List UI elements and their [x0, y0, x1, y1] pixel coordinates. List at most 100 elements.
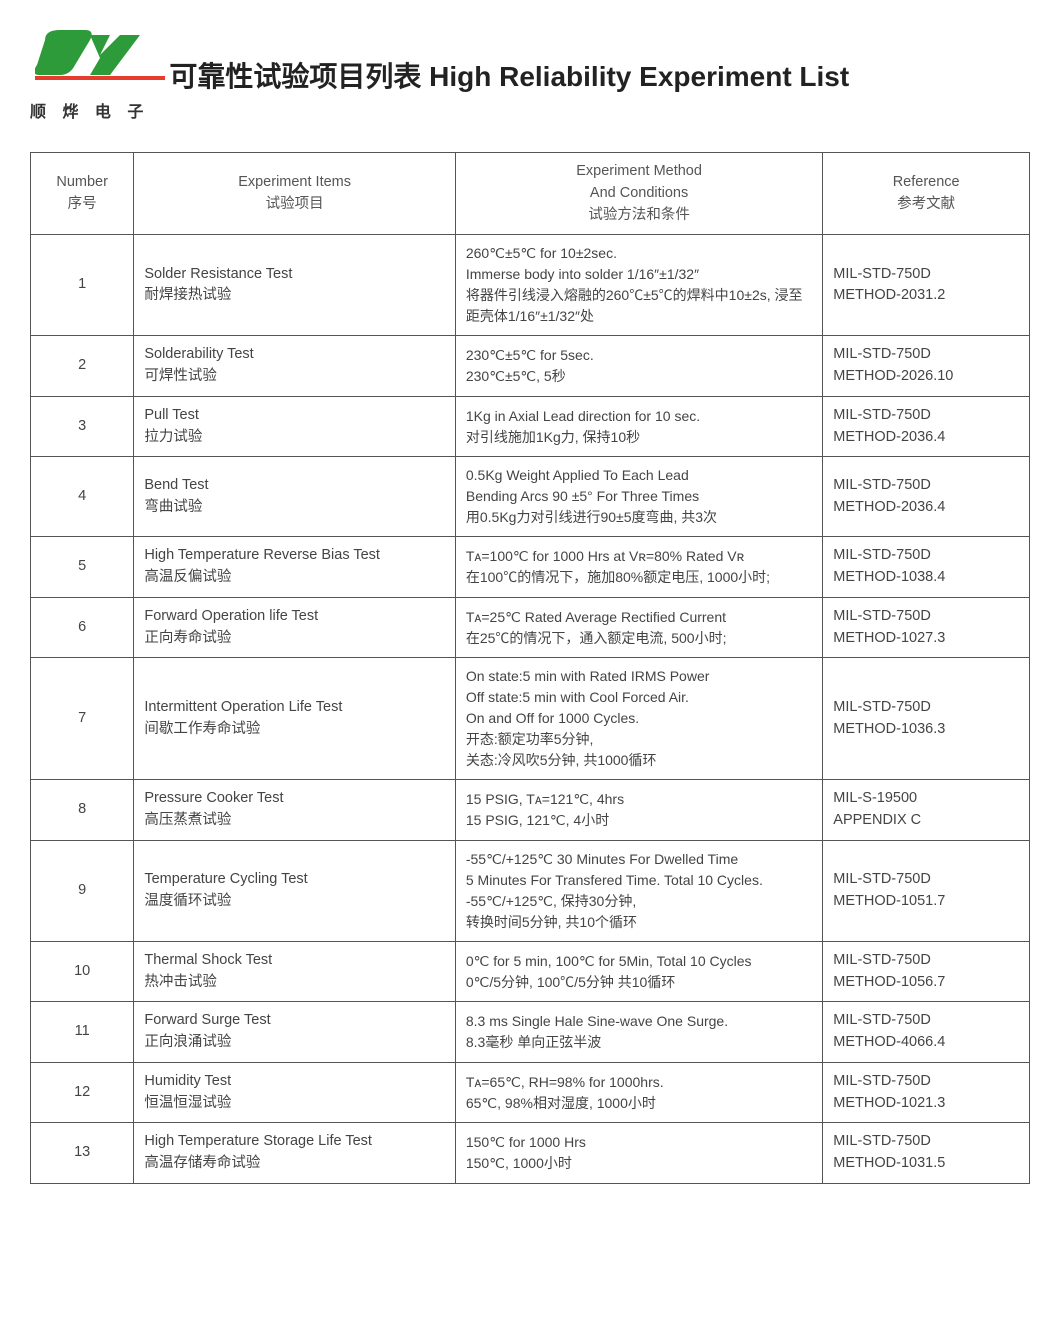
- logo-sy-icon: [35, 20, 145, 90]
- th-number-en: Number: [56, 174, 108, 190]
- cell-item: Temperature Cycling Test 温度循环试验: [134, 840, 456, 941]
- cell-number: 7: [31, 658, 134, 780]
- page-header: 顺 烨 电 子 可靠性试验项目列表 High Reliability Exper…: [30, 20, 1030, 122]
- item-cn: 高温反偏试验: [144, 569, 231, 585]
- cell-method: On state:5 min with Rated IRMS Power Off…: [455, 658, 822, 780]
- experiment-table: Number 序号 Experiment Items 试验项目 Experime…: [30, 152, 1030, 1184]
- cell-number: 2: [31, 336, 134, 397]
- cell-number: 11: [31, 1002, 134, 1063]
- th-items-en: Experiment Items: [238, 174, 351, 190]
- cell-ref: MIL-STD-750D METHOD-1056.7: [823, 941, 1030, 1002]
- th-ref: Reference 参考文献: [823, 153, 1030, 235]
- item-en: Intermittent Operation Life Test: [144, 699, 342, 715]
- item-cn: 高压蒸煮试验: [144, 812, 231, 828]
- item-cn: 正向寿命试验: [144, 630, 231, 646]
- cell-method: 15 PSIG, Tᴀ=121℃, 4hrs 15 PSIG, 121℃, 4小…: [455, 780, 822, 841]
- cell-item: Solderability Test 可焊性试验: [134, 336, 456, 397]
- item-cn: 恒温恒湿试验: [144, 1095, 231, 1111]
- cell-ref: MIL-STD-750D METHOD-2036.4: [823, 457, 1030, 537]
- item-en: Thermal Shock Test: [144, 952, 272, 968]
- table-row: 5 High Temperature Reverse Bias Test 高温反偏试…: [31, 537, 1030, 598]
- cell-item: Thermal Shock Test 热冲击试验: [134, 941, 456, 1002]
- item-cn: 正向浪涌试验: [144, 1034, 231, 1050]
- cell-number: 5: [31, 537, 134, 598]
- cell-item: Humidity Test 恒温恒湿试验: [134, 1062, 456, 1123]
- item-en: High Temperature Reverse Bias Test: [144, 547, 380, 563]
- cell-ref: MIL-STD-750D METHOD-2031.2: [823, 235, 1030, 336]
- table-row: 2Solderability Test可焊性试验230℃±5℃ for 5sec…: [31, 336, 1030, 397]
- table-row: 12 Humidity Test 恒温恒湿试验 Tᴀ=65℃, RH=98% for …: [31, 1062, 1030, 1123]
- logo-brand-text: 顺 烨 电 子: [30, 98, 149, 122]
- page-title: 可靠性试验项目列表 High Reliability Experiment Li…: [169, 20, 1030, 95]
- logo-underline: [35, 76, 165, 80]
- cell-ref: MIL-STD-750D METHOD-1021.3: [823, 1062, 1030, 1123]
- cell-ref: MIL-STD-750D METHOD-2026.10: [823, 336, 1030, 397]
- cell-item: Forward Operation life Test 正向寿命试验: [134, 597, 456, 658]
- th-number: Number 序号: [31, 153, 134, 235]
- cell-ref: MIL-STD-750D METHOD-1051.7: [823, 840, 1030, 941]
- cell-item: Intermittent Operation Life Test 间歇工作寿命试验: [134, 658, 456, 780]
- th-items-cn: 试验项目: [266, 196, 324, 212]
- th-method-en2: And Conditions: [590, 185, 688, 201]
- item-cn: 可焊性试验: [144, 368, 217, 384]
- cell-number: 4: [31, 457, 134, 537]
- cell-number: 8: [31, 780, 134, 841]
- item-cn: 弯曲试验: [144, 499, 202, 515]
- cell-item: Pressure Cooker Test 高压蒸煮试验: [134, 780, 456, 841]
- cell-item: High Temperature Storage Life Test高温存储寿命…: [134, 1123, 456, 1184]
- cell-ref: MIL-STD-750D METHOD-1038.4: [823, 537, 1030, 598]
- th-method-cn: 试验方法和条件: [588, 207, 690, 223]
- item-cn: 温度循环试验: [144, 893, 231, 909]
- item-cn: 热冲击试验: [144, 974, 217, 990]
- th-ref-en: Reference: [893, 174, 960, 190]
- table-row: 10 Thermal Shock Test 热冲击试验 0℃ for 5 min, 1…: [31, 941, 1030, 1002]
- cell-item: High Temperature Reverse Bias Test 高温反偏试验: [134, 537, 456, 598]
- cell-ref: MIL-STD-750D METHOD-2036.4: [823, 396, 1030, 457]
- cell-method: 150℃ for 1000 Hrs 150℃, 1000小时: [455, 1123, 822, 1184]
- cell-ref: MIL-STD-750D METHOD-4066.4: [823, 1002, 1030, 1063]
- cell-method: 1Kg in Axial Lead direction for 10 sec. …: [455, 396, 822, 457]
- cell-number: 13: [31, 1123, 134, 1184]
- cell-method: 260℃±5℃ for 10±2sec. Immerse body into s…: [455, 235, 822, 336]
- item-en: Pressure Cooker Test: [144, 790, 283, 806]
- cell-method: 8.3 ms Single Hale Sine-wave One Surge. …: [455, 1002, 822, 1063]
- th-ref-cn: 参考文献: [897, 196, 955, 212]
- item-cn: 高温存储寿命试验: [144, 1155, 260, 1171]
- item-en: Temperature Cycling Test: [144, 871, 307, 887]
- item-en: Solderability Test: [144, 346, 253, 362]
- cell-number: 6: [31, 597, 134, 658]
- item-en: Bend Test: [144, 477, 208, 493]
- item-en: Forward Operation life Test: [144, 608, 318, 624]
- item-cn: 间歇工作寿命试验: [144, 721, 260, 737]
- cell-number: 10: [31, 941, 134, 1002]
- th-method-en1: Experiment Method: [576, 163, 702, 179]
- table-row: 9 Temperature Cycling Test 温度循环试验 -55℃/+125…: [31, 840, 1030, 941]
- table-body: 1 Solder Resistance Test 耐焊接热试验 260℃±5℃ for…: [31, 235, 1030, 1184]
- cell-ref: MIL-STD-750D METHOD-1036.3: [823, 658, 1030, 780]
- item-en: Solder Resistance Test: [144, 266, 292, 282]
- cell-method: Tᴀ=65℃, RH=98% for 1000hrs. 65℃, 98%相对湿度…: [455, 1062, 822, 1123]
- table-row: 1 Solder Resistance Test 耐焊接热试验 260℃±5℃ for…: [31, 235, 1030, 336]
- th-number-cn: 序号: [68, 196, 97, 212]
- item-en: Humidity Test: [144, 1073, 231, 1089]
- item-en: Forward Surge Test: [144, 1012, 270, 1028]
- cell-method: -55℃/+125℃ 30 Minutes For Dwelled Time 5…: [455, 840, 822, 941]
- cell-ref: MIL-STD-750D METHOD-1027.3: [823, 597, 1030, 658]
- cell-item: Bend Test 弯曲试验: [134, 457, 456, 537]
- cell-number: 12: [31, 1062, 134, 1123]
- cell-number: 3: [31, 396, 134, 457]
- table-row: 6 Forward Operation life Test 正向寿命试验 Tᴀ=25℃…: [31, 597, 1030, 658]
- cell-number: 9: [31, 840, 134, 941]
- logo: 顺 烨 电 子: [30, 20, 149, 122]
- cell-method: Tᴀ=25℃ Rated Average Rectified Current 在…: [455, 597, 822, 658]
- cell-method: Tᴀ=100℃ for 1000 Hrs at Vʀ=80% Rated Vʀ …: [455, 537, 822, 598]
- item-cn: 拉力试验: [144, 429, 202, 445]
- cell-item: Pull Test拉力试验: [134, 396, 456, 457]
- cell-ref: MIL-S-19500 APPENDIX C: [823, 780, 1030, 841]
- table-row: 11 Forward Surge Test 正向浪涌试验 8.3 ms Single …: [31, 1002, 1030, 1063]
- th-items: Experiment Items 试验项目: [134, 153, 456, 235]
- table-row: 3Pull Test拉力试验1Kg in Axial Lead directio…: [31, 396, 1030, 457]
- item-cn: 耐焊接热试验: [144, 287, 231, 303]
- cell-method: 0℃ for 5 min, 100℃ for 5Min, Total 10 Cy…: [455, 941, 822, 1002]
- cell-number: 1: [31, 235, 134, 336]
